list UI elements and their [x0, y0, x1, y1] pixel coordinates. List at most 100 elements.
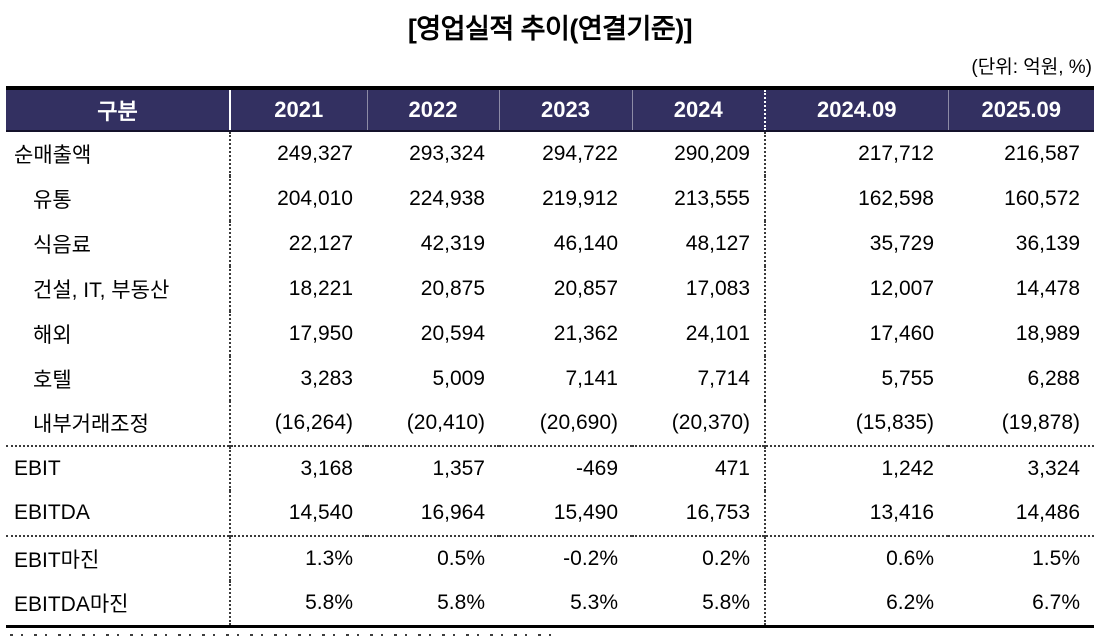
- cell-value: 20,875: [420, 276, 485, 300]
- table-row: 내부거래조정 (16,264) (20,410) (20,690) (20,370) (1…: [6, 401, 1094, 446]
- cell-value: 217,712: [858, 142, 934, 165]
- cell-value: 17,950: [288, 321, 353, 345]
- column-header-2024: 2024: [632, 88, 766, 132]
- cell-value: 18,221: [288, 276, 353, 300]
- row-label: 유통: [6, 176, 231, 221]
- row-label: 순매출액: [6, 131, 231, 176]
- row-label: EBITDA마진: [6, 581, 231, 626]
- cell-value: 20,857: [553, 276, 618, 300]
- table-row: 호텔 3,283 5,009 7,141 7,714 5,755 6,288: [6, 356, 1094, 401]
- cell-value: 18,989: [1015, 321, 1080, 345]
- column-header-2025-09: 2025.09: [948, 88, 1094, 132]
- cell-value: -0.2%: [499, 535, 632, 581]
- cell-value: 216,587: [1004, 142, 1080, 165]
- performance-table-body: 순매출액 249,327 293,324 294,722 290,209 217,712 2…: [6, 131, 1094, 626]
- cell-value: 35,729: [869, 231, 934, 255]
- cell-value: 20,594: [420, 321, 485, 345]
- cell-value: 7,714: [632, 356, 766, 401]
- row-label: 건설, IT, 부동산: [6, 266, 231, 311]
- cell-value: (20,690): [539, 411, 618, 434]
- cell-value: -469: [499, 445, 632, 491]
- cell-value: 14,540: [288, 501, 353, 524]
- cell-value: 3,168: [230, 445, 367, 491]
- cell-value: 5.8%: [632, 581, 766, 626]
- table-row: EBITDA 14,540 16,964 15,490 16,753 13,416 14,4…: [6, 491, 1094, 536]
- cell-value: 290,209: [632, 131, 766, 176]
- column-header-2023: 2023: [499, 88, 633, 132]
- cell-value: 7,141: [565, 366, 618, 390]
- cell-value: 17,083: [632, 266, 766, 311]
- cell-value: 162,598: [858, 186, 934, 210]
- cell-value: 5,009: [432, 366, 485, 390]
- clipped-footnote-remnant: [10, 633, 562, 636]
- cell-value: 22,127: [288, 231, 353, 255]
- cell-value: 219,912: [542, 186, 618, 210]
- page-title: [영업실적 추이(연결기준)]: [407, 14, 693, 44]
- cell-value: 16,964: [420, 501, 485, 524]
- unit-note: (단위: 억원, %): [971, 57, 1092, 78]
- cell-value: 204,010: [277, 186, 353, 210]
- cell-value: (15,835): [855, 411, 934, 434]
- cell-value: 24,101: [632, 311, 766, 356]
- cell-value: 6.7%: [1032, 590, 1080, 614]
- cell-value: 1.5%: [948, 535, 1094, 581]
- cell-value: 3,324: [948, 445, 1094, 491]
- cell-value: 3,283: [300, 366, 353, 390]
- cell-value: 36,139: [1015, 231, 1080, 255]
- cell-value: (16,264): [274, 411, 353, 434]
- row-label: EBITDA: [6, 491, 231, 536]
- row-label: 호텔: [6, 356, 231, 401]
- cell-value: 42,319: [420, 231, 485, 255]
- table-row: 순매출액 249,327 293,324 294,722 290,209 217,712 2…: [6, 131, 1094, 176]
- cell-value: 0.5%: [367, 535, 499, 581]
- table-row: 건설, IT, 부동산 18,221 20,875 20,857 17,083 12,00…: [6, 266, 1094, 311]
- cell-value: 16,753: [632, 491, 766, 536]
- cell-value: 1,242: [765, 445, 948, 491]
- table-row: 유통 204,010 224,938 219,912 213,555 162,598 160…: [6, 176, 1094, 221]
- cell-value: 14,486: [1015, 501, 1080, 524]
- column-header-2024-09: 2024.09: [765, 88, 949, 132]
- cell-value: 249,327: [277, 142, 353, 165]
- cell-value: 293,324: [409, 142, 485, 165]
- cell-value: 17,460: [869, 321, 934, 345]
- cell-value: 5.8%: [305, 590, 353, 614]
- cell-value: 5.8%: [437, 590, 485, 614]
- header-row: 구분 2021 2022 2023 2024 2024.09 2025.09: [6, 88, 1094, 132]
- row-label: 내부거래조정: [6, 401, 231, 446]
- cell-value: 6.2%: [886, 590, 934, 614]
- column-header-2022: 2022: [367, 88, 500, 132]
- cell-value: 224,938: [409, 186, 485, 210]
- cell-value: 21,362: [553, 321, 618, 345]
- row-label: 해외: [6, 311, 231, 356]
- table-row: 해외 17,950 20,594 21,362 24,101 17,460 18,989: [6, 311, 1094, 356]
- cell-value: 13,416: [869, 501, 934, 524]
- cell-value: 5,755: [881, 366, 934, 390]
- cell-value: 213,555: [632, 176, 766, 221]
- table-row: EBIT마진 1.3% 0.5% -0.2% 0.2% 0.6% 1.5%: [6, 535, 1094, 581]
- cell-value: 6,288: [1027, 366, 1080, 390]
- cell-value: 12,007: [869, 276, 934, 300]
- table-row: EBITDA마진 5.8% 5.8% 5.3% 5.8% 6.2% 6.7%: [6, 581, 1094, 626]
- column-header-2021: 2021: [230, 88, 368, 132]
- table-row: 식음료 22,127 42,319 46,140 48,127 35,729 36,139: [6, 221, 1094, 266]
- cell-value: (20,370): [632, 401, 766, 446]
- cell-value: 160,572: [1004, 186, 1080, 210]
- cell-value: 46,140: [553, 231, 618, 255]
- cell-value: 471: [632, 445, 766, 491]
- cell-value: 14,478: [1015, 276, 1080, 300]
- cell-value: 0.2%: [632, 535, 766, 581]
- cell-value: 294,722: [542, 142, 618, 165]
- cell-value: 48,127: [632, 221, 766, 266]
- row-label: EBIT: [6, 445, 231, 491]
- operating-performance-table: 구분 2021 2022 2023 2024 2024.09 2025.09 순…: [6, 86, 1094, 628]
- cell-value: (20,410): [406, 411, 485, 434]
- row-label: EBIT마진: [6, 535, 231, 581]
- cell-value: (19,878): [1001, 411, 1080, 434]
- column-header-category: 구분: [6, 88, 231, 132]
- table-row: EBIT 3,168 1,357 -469 471 1,242 3,324: [6, 445, 1094, 491]
- cell-value: 1.3%: [230, 535, 367, 581]
- cell-value: 1,357: [367, 445, 499, 491]
- row-label: 식음료: [6, 221, 231, 266]
- cell-value: 15,490: [553, 501, 618, 524]
